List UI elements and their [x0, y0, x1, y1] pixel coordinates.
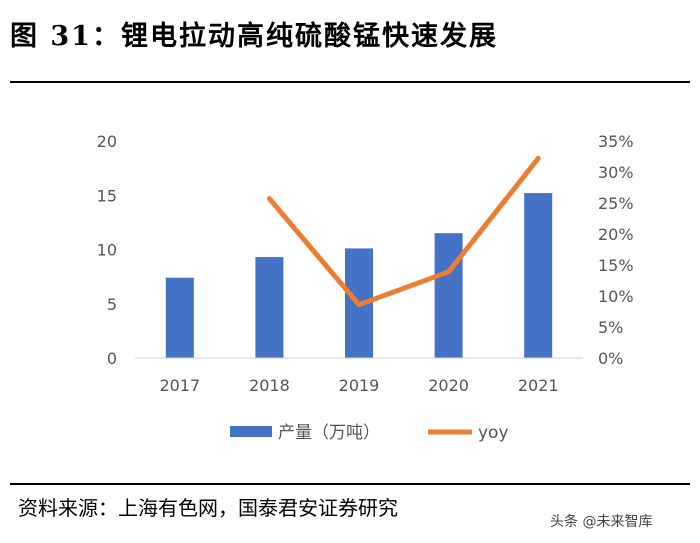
legend-bar-label: 产量（万吨） [278, 423, 380, 443]
x-axis-labels: 2017 2018 2019 2020 2021 [159, 376, 558, 395]
bar-2021 [524, 193, 553, 358]
right-axis-ticks: 0% 5% 10% 15% 20% 25% 30% 35% [598, 132, 634, 368]
top-rule [10, 81, 690, 83]
left-tick-label: 5 [107, 295, 117, 314]
right-tick-label: 5% [598, 318, 623, 337]
source-note: 资料来源：上海有色网，国泰君安证券研究 [18, 496, 398, 520]
x-tick-label: 2017 [159, 376, 200, 395]
left-tick-label: 20 [97, 132, 117, 151]
x-tick-label: 2020 [428, 376, 469, 395]
bar-2018 [255, 257, 284, 358]
chart: 0 5 10 15 20 0% 5% 10% 15% 20% 25% 30% 35% 2017 2018… [97, 132, 634, 443]
right-tick-label: 20% [598, 225, 634, 244]
bar-2020 [434, 233, 463, 358]
figure-title: 图 31：锂电拉动高纯硫酸锰快速发展 [10, 21, 498, 52]
right-tick-label: 25% [598, 194, 634, 213]
x-tick-label: 2021 [518, 376, 559, 395]
legend-line-label: yoy [478, 423, 509, 443]
left-axis-ticks: 0 5 10 15 20 [97, 132, 117, 368]
bottom-rule [10, 483, 690, 485]
x-tick-label: 2018 [249, 376, 290, 395]
left-tick-label: 0 [107, 349, 117, 368]
x-tick-label: 2019 [339, 376, 380, 395]
right-tick-label: 10% [598, 287, 634, 306]
legend: 产量（万吨） yoy [230, 423, 509, 443]
left-tick-label: 10 [97, 241, 117, 260]
left-tick-label: 15 [97, 186, 117, 205]
right-tick-label: 15% [598, 256, 634, 275]
yoy-line [266, 155, 541, 308]
right-tick-label: 30% [598, 163, 634, 182]
right-tick-label: 35% [598, 132, 634, 151]
right-tick-label: 0% [598, 349, 623, 368]
bar-series [165, 193, 553, 358]
legend-bar-swatch [230, 426, 272, 437]
watermark: 头条 @未来智库 [548, 511, 655, 531]
bar-2017 [165, 277, 194, 358]
